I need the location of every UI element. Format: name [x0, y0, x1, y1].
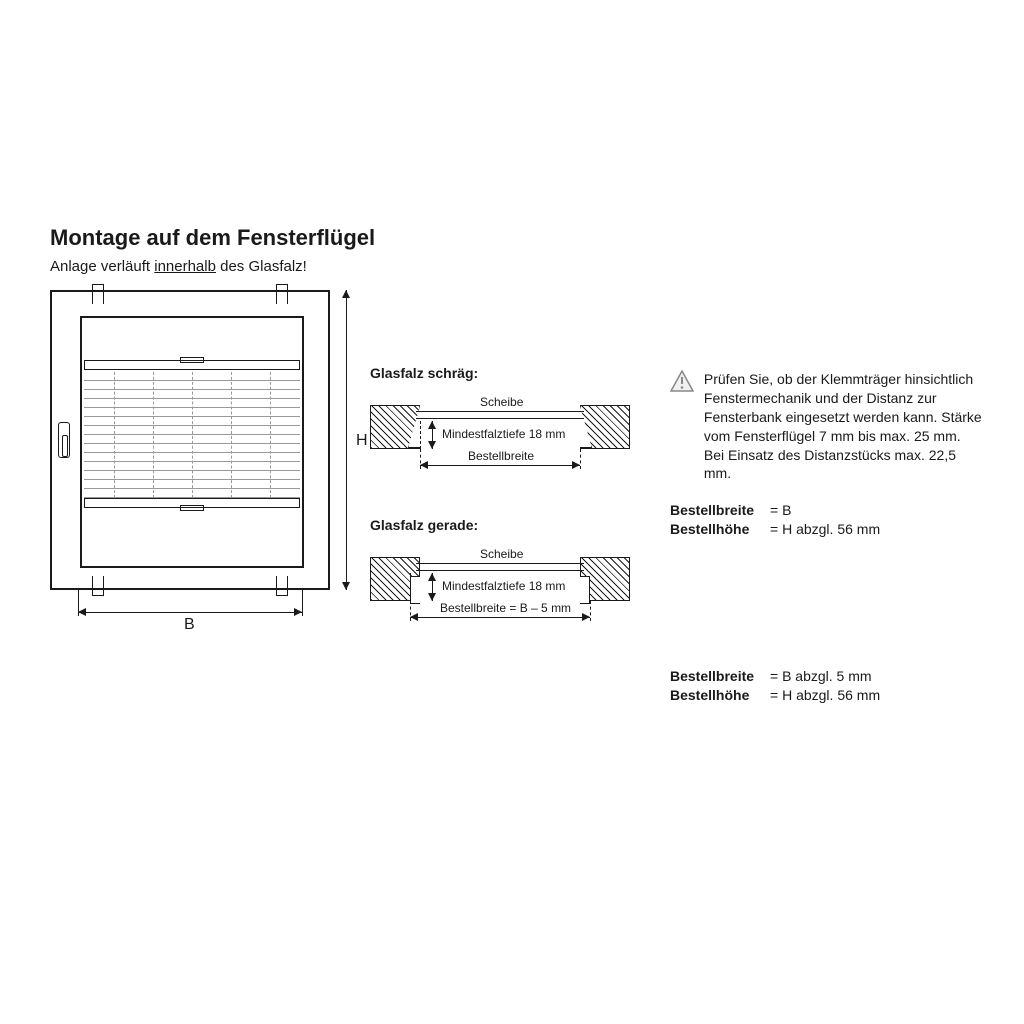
order-height-key: Bestellhöhe: [670, 686, 770, 705]
window-handle-icon: [58, 422, 70, 458]
section-straight-title: Glasfalz gerade:: [370, 517, 650, 533]
order-width-val: = B: [770, 501, 791, 520]
dim-tick: [78, 590, 79, 616]
arrow-down-icon: [428, 441, 436, 449]
window-figure: H B: [50, 290, 350, 630]
order-height-val: = H abzgl. 56 mm: [770, 520, 880, 539]
dimension-width-label: B: [184, 616, 195, 634]
subtitle-underlined: innerhalb: [154, 258, 216, 275]
dimension-height-label: H: [356, 432, 368, 450]
width-guide: [410, 601, 411, 621]
width-guide: [420, 449, 421, 469]
pane-label: Scheibe: [480, 395, 523, 409]
arrow-up-icon: [428, 421, 436, 429]
glass-pane: [416, 411, 584, 419]
window-outer-frame: [50, 290, 330, 590]
section-angled-title: Glasfalz schräg:: [370, 365, 650, 381]
order-height-key: Bestellhöhe: [670, 520, 770, 539]
depth-guide: [410, 573, 411, 601]
dim-tick: [302, 590, 303, 616]
depth-guide: [420, 421, 421, 449]
width-guide: [590, 601, 591, 621]
arrow-down-icon: [342, 582, 350, 590]
dimension-height-line: [346, 290, 347, 590]
pane-label: Scheibe: [480, 547, 523, 561]
glass-pane: [416, 563, 584, 571]
arrow-left-icon: [410, 613, 418, 621]
cord-line: [153, 372, 154, 498]
page: Montage auf dem Fensterflügel Anlage ver…: [0, 0, 1024, 1024]
order-width-label: Bestellbreite: [468, 449, 534, 463]
dimension-width-line: [78, 612, 302, 613]
arrow-right-icon: [294, 608, 302, 616]
section-straight: Scheibe Mindestfalztiefe 18 mm Bestellbr…: [370, 539, 630, 649]
warning-icon: [670, 370, 694, 392]
clamp-top-right-icon: [276, 284, 288, 304]
blind-pleats: [84, 372, 300, 498]
page-subtitle: Anlage verläuft innerhalb des Glasfalz!: [50, 258, 307, 275]
subtitle-prefix: Anlage verläuft: [50, 258, 154, 275]
page-title: Montage auf dem Fensterflügel: [50, 225, 375, 251]
clamp-bottom-left-icon: [92, 576, 104, 596]
blind-bottom-rail: [84, 498, 300, 508]
frame-block-left: [370, 557, 420, 601]
order-height-val: = H abzgl. 56 mm: [770, 686, 880, 705]
order-dims-angled: Bestellbreite = B Bestellhöhe = H abzgl.…: [670, 501, 990, 539]
width-guide: [580, 449, 581, 469]
depth-label: Mindestfalztiefe 18 mm: [442, 579, 565, 593]
arrow-right-icon: [582, 613, 590, 621]
order-dims-straight: Bestellbreite = B abzgl. 5 mm Bestellhöh…: [670, 667, 990, 705]
clamp-top-left-icon: [92, 284, 104, 304]
cord-line: [192, 372, 193, 498]
order-width-val: = B abzgl. 5 mm: [770, 667, 872, 686]
arrow-left-icon: [78, 608, 86, 616]
rail-grip-icon: [180, 357, 204, 363]
depth-label: Mindestfalztiefe 18 mm: [442, 427, 565, 441]
arrow-right-icon: [572, 461, 580, 469]
cross-sections: Glasfalz schräg: Scheibe Mindestfalztief…: [370, 365, 650, 669]
blind-top-rail: [84, 360, 300, 370]
order-width-dim: [420, 465, 580, 466]
clamp-bottom-right-icon: [276, 576, 288, 596]
info-column: Prüfen Sie, ob der Klemmträger hinsichtl…: [670, 370, 990, 705]
window-inner-frame: [80, 316, 304, 568]
rail-grip-icon: [180, 505, 204, 511]
arrow-down-icon: [428, 593, 436, 601]
subtitle-suffix: des Glasfalz!: [216, 258, 307, 275]
cord-line: [231, 372, 232, 498]
cord-line: [270, 372, 271, 498]
frame-block-right: [580, 557, 630, 601]
frame-block-right: [580, 405, 630, 449]
cord-line: [114, 372, 115, 498]
order-width-key: Bestellbreite: [670, 501, 770, 520]
arrow-left-icon: [420, 461, 428, 469]
arrow-up-icon: [428, 573, 436, 581]
warning-text: Prüfen Sie, ob der Klemmträger hinsichtl…: [704, 370, 984, 483]
order-width-key: Bestellbreite: [670, 667, 770, 686]
arrow-up-icon: [342, 290, 350, 298]
order-width-label: Bestellbreite = B – 5 mm: [440, 601, 571, 615]
order-width-dim: [410, 617, 590, 618]
section-angled: Scheibe Mindestfalztiefe 18 mm Bestellbr…: [370, 387, 630, 497]
frame-block-left: [370, 405, 420, 449]
